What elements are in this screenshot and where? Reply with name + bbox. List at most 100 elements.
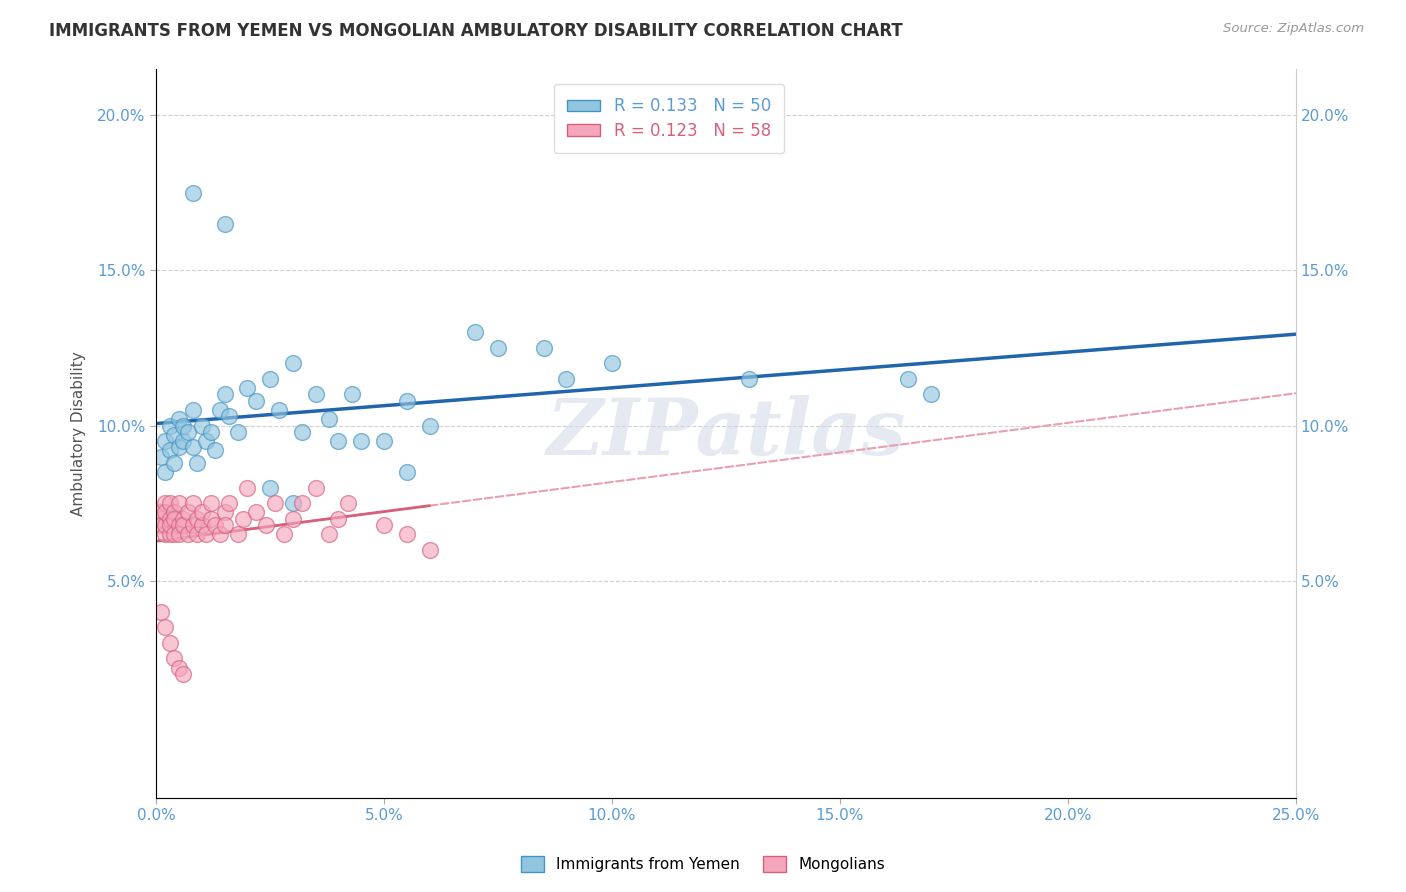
Point	[218, 409, 240, 424]
Point	[159, 496, 181, 510]
Point	[204, 517, 226, 532]
Point	[181, 403, 204, 417]
Point	[177, 506, 200, 520]
Point	[395, 465, 418, 479]
Point	[291, 425, 314, 439]
Point	[155, 434, 177, 448]
Point	[214, 387, 236, 401]
Point	[149, 517, 172, 532]
Point	[163, 651, 186, 665]
Point	[254, 517, 277, 532]
Point	[318, 527, 340, 541]
Point	[159, 511, 181, 525]
Point	[273, 527, 295, 541]
Point	[281, 356, 304, 370]
Point	[208, 403, 231, 417]
Point	[419, 542, 441, 557]
Point	[181, 496, 204, 510]
Point	[173, 666, 195, 681]
Point	[533, 341, 555, 355]
Point	[373, 517, 395, 532]
Point	[200, 425, 222, 439]
Point	[419, 418, 441, 433]
Point	[340, 387, 363, 401]
Point	[226, 425, 249, 439]
Point	[186, 456, 208, 470]
Point	[159, 636, 181, 650]
Point	[318, 412, 340, 426]
Point	[190, 418, 212, 433]
Point	[336, 496, 359, 510]
Point	[350, 434, 373, 448]
Point	[195, 527, 218, 541]
Point	[167, 412, 190, 426]
Text: Source: ZipAtlas.com: Source: ZipAtlas.com	[1223, 22, 1364, 36]
Point	[186, 527, 208, 541]
Point	[200, 496, 222, 510]
Point	[555, 372, 578, 386]
Point	[214, 217, 236, 231]
Point	[181, 440, 204, 454]
Point	[232, 511, 254, 525]
Point	[149, 511, 172, 525]
Point	[177, 527, 200, 541]
Point	[173, 418, 195, 433]
Point	[149, 450, 172, 464]
Point	[159, 443, 181, 458]
Point	[259, 481, 281, 495]
Point	[897, 372, 920, 386]
Point	[190, 506, 212, 520]
Text: ZIPatlas: ZIPatlas	[546, 395, 905, 472]
Point	[159, 517, 181, 532]
Point	[600, 356, 623, 370]
Point	[291, 496, 314, 510]
Point	[236, 381, 259, 395]
Point	[395, 393, 418, 408]
Point	[155, 527, 177, 541]
Point	[305, 387, 328, 401]
Point	[259, 372, 281, 386]
Point	[167, 440, 190, 454]
Point	[149, 605, 172, 619]
Point	[226, 527, 249, 541]
Point	[155, 620, 177, 634]
Point	[263, 496, 285, 510]
Point	[328, 511, 350, 525]
Point	[163, 427, 186, 442]
Point	[464, 326, 486, 340]
Point	[155, 496, 177, 510]
Point	[281, 511, 304, 525]
Point	[214, 506, 236, 520]
Point	[737, 372, 759, 386]
Point	[200, 511, 222, 525]
Point	[163, 527, 186, 541]
Point	[155, 517, 177, 532]
Point	[208, 527, 231, 541]
Point	[149, 506, 172, 520]
Point	[214, 517, 236, 532]
Point	[167, 517, 190, 532]
Point	[167, 661, 190, 675]
Point	[181, 517, 204, 532]
Legend: R = 0.133   N = 50, R = 0.123   N = 58: R = 0.133 N = 50, R = 0.123 N = 58	[554, 84, 785, 153]
Point	[163, 511, 186, 525]
Point	[159, 418, 181, 433]
Point	[163, 506, 186, 520]
Point	[177, 425, 200, 439]
Point	[269, 403, 291, 417]
Point	[173, 511, 195, 525]
Point	[395, 527, 418, 541]
Point	[328, 434, 350, 448]
Point	[281, 496, 304, 510]
Point	[218, 496, 240, 510]
Point	[181, 186, 204, 200]
Point	[204, 443, 226, 458]
Point	[245, 506, 267, 520]
Point	[155, 506, 177, 520]
Point	[163, 456, 186, 470]
Point	[920, 387, 942, 401]
Point	[186, 511, 208, 525]
Point	[190, 517, 212, 532]
Legend: Immigrants from Yemen, Mongolians: Immigrants from Yemen, Mongolians	[513, 848, 893, 880]
Text: IMMIGRANTS FROM YEMEN VS MONGOLIAN AMBULATORY DISABILITY CORRELATION CHART: IMMIGRANTS FROM YEMEN VS MONGOLIAN AMBUL…	[49, 22, 903, 40]
